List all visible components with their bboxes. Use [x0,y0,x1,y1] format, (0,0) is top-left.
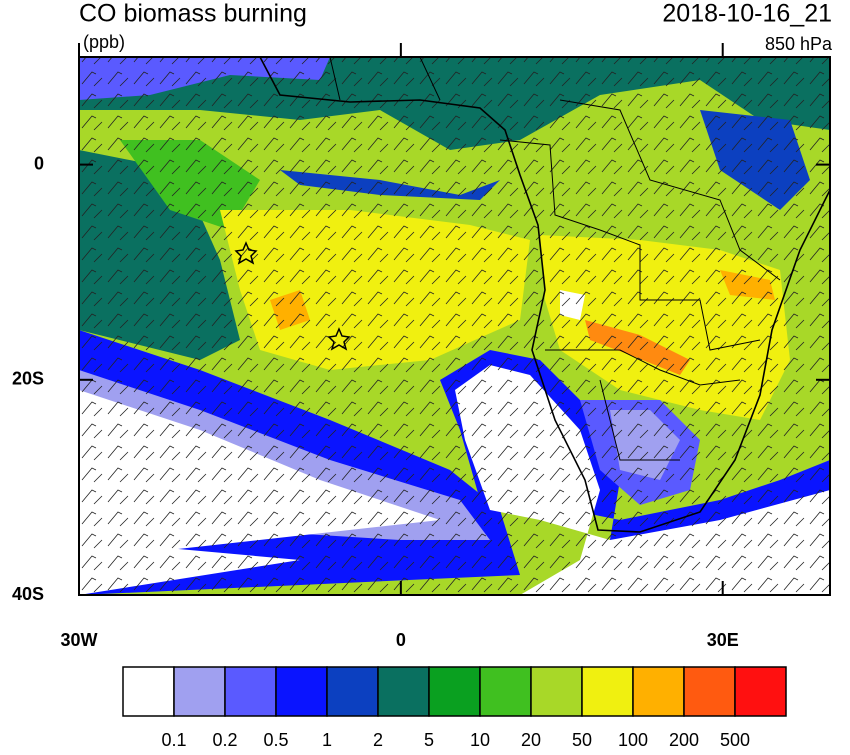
colorbar-label: 0.1 [161,730,186,750]
colorbar-label: 50 [572,730,592,750]
time: 2018-10-16_21 [662,0,832,28]
title: CO biomass burning [79,0,307,28]
colorbar-box [326,666,379,717]
map-frame [78,56,831,596]
colorbar-box [632,666,685,717]
field [79,57,830,595]
colorbar-box [683,666,736,717]
site-marker [234,241,258,265]
colorbar-label: 1 [322,730,332,750]
units: (ppb) [83,32,125,52]
colorbar-box [734,666,787,717]
lon-label: 0 [396,630,406,650]
level: 850 hPa [765,34,833,54]
lon-label: 30W [60,630,97,650]
lat-label: 20S [12,369,44,389]
borders [329,57,781,461]
colorbar-box [581,666,634,717]
wind-barbs [79,57,830,595]
colorbar-box [173,666,226,717]
colorbar-label: 5 [424,730,434,750]
colorbar-box [428,666,481,717]
lon-label: 30E [707,630,739,650]
colorbar-box [224,666,277,717]
colorbar-label: 200 [669,730,699,750]
lat-label: 40S [12,584,44,604]
colorbar-label: 100 [618,730,648,750]
colorbar-label: 0.2 [212,730,237,750]
colorbar-label: 20 [521,730,541,750]
coastline [259,57,830,533]
site-marker [327,327,351,351]
colorbar-label: 10 [470,730,490,750]
colorbar-label: 500 [720,730,750,750]
colorbar-box [275,666,328,717]
lat-label: 0 [34,153,44,173]
colorbar-label: 0.5 [263,730,288,750]
colorbar-box [530,666,583,717]
colorbar-box [479,666,532,717]
colorbar-box [122,666,175,717]
colorbar-box [377,666,430,717]
colorbar-label: 2 [373,730,383,750]
